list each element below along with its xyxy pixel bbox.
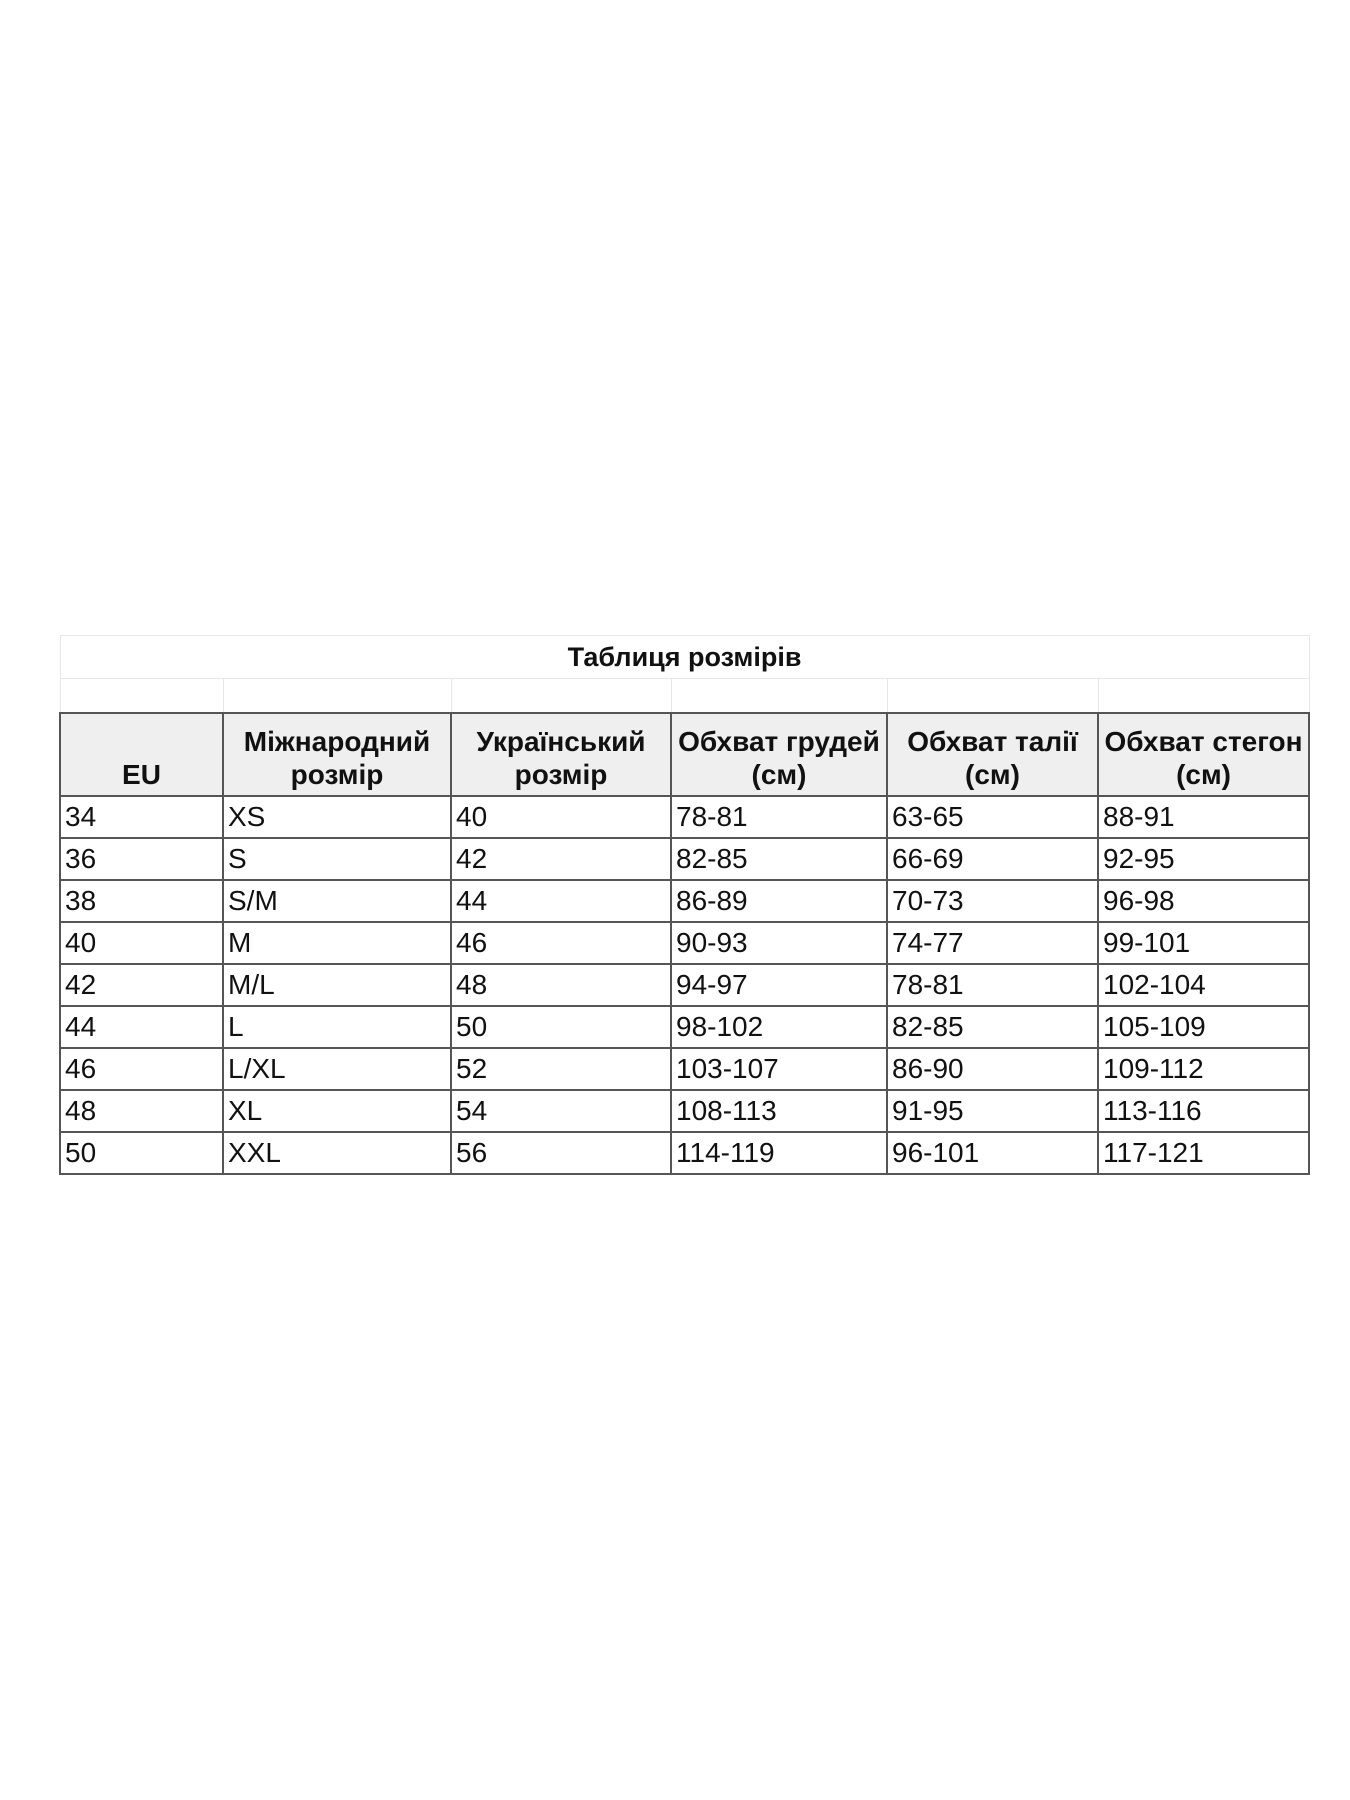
cell-ukrainian: 46 [450, 921, 672, 965]
cell-ukrainian: 44 [450, 879, 672, 923]
cell-ukrainian: 56 [450, 1131, 672, 1175]
cell-ukrainian: 48 [450, 963, 672, 1007]
cell-waist: 74-77 [886, 921, 1099, 965]
header-waist: Обхват талії (см) [886, 712, 1099, 797]
cell-hips: 109-112 [1096, 1047, 1311, 1091]
title-row: Таблиця розмірів [59, 635, 1310, 679]
table-row: 50 XXL 56 114-119 96-101 117-121 [59, 1131, 1311, 1175]
cell-hips: 99-101 [1096, 921, 1311, 965]
cell-hips: 117-121 [1096, 1131, 1311, 1175]
cell-international: S [222, 837, 452, 881]
cell-hips: 88-91 [1096, 795, 1311, 839]
cell-chest: 78-81 [670, 795, 888, 839]
header-international: Міжнародний розмір [222, 712, 452, 797]
cell-international: XXL [222, 1131, 452, 1175]
table-row: 48 XL 54 108-113 91-95 113-116 [59, 1089, 1311, 1133]
cell-international: S/M [222, 879, 452, 923]
table-row: 40 M 46 90-93 74-77 99-101 [59, 921, 1311, 965]
cell-ukrainian: 40 [450, 795, 672, 839]
cell-eu: 42 [59, 963, 224, 1007]
cell-eu: 40 [59, 921, 224, 965]
cell-chest: 98-102 [670, 1005, 888, 1049]
cell-international: L [222, 1005, 452, 1049]
cell-chest: 108-113 [670, 1089, 888, 1133]
table-row: 36 S 42 82-85 66-69 92-95 [59, 837, 1311, 881]
cell-chest: 86-89 [670, 879, 888, 923]
cell-waist: 82-85 [886, 1005, 1099, 1049]
cell-waist: 63-65 [886, 795, 1099, 839]
table-row: 46 L/XL 52 103-107 86-90 109-112 [59, 1047, 1311, 1091]
cell-international: M [222, 921, 452, 965]
cell-eu: 34 [59, 795, 224, 839]
cell-waist: 86-90 [886, 1047, 1099, 1091]
cell-eu: 36 [59, 837, 224, 881]
cell-hips: 92-95 [1096, 837, 1311, 881]
cell-international: XL [222, 1089, 452, 1133]
table-row: 38 S/M 44 86-89 70-73 96-98 [59, 879, 1311, 923]
cell-hips: 113-116 [1096, 1089, 1311, 1133]
table-row: 44 L 50 98-102 82-85 105-109 [59, 1005, 1311, 1049]
cell-waist: 96-101 [886, 1131, 1099, 1175]
table-row: 34 XS 40 78-81 63-65 88-91 [59, 795, 1311, 839]
cell-hips: 102-104 [1096, 963, 1311, 1007]
empty-row [59, 678, 1310, 714]
header-row: EU Міжнародний розмір Український розмір… [59, 712, 1311, 797]
cell-chest: 94-97 [670, 963, 888, 1007]
cell-eu: 38 [59, 879, 224, 923]
cell-ukrainian: 54 [450, 1089, 672, 1133]
cell-eu: 50 [59, 1131, 224, 1175]
table-title: Таблиця розмірів [59, 635, 1310, 679]
cell-international: L/XL [222, 1047, 452, 1091]
cell-chest: 82-85 [670, 837, 888, 881]
cell-eu: 44 [59, 1005, 224, 1049]
cell-waist: 66-69 [886, 837, 1099, 881]
cell-waist: 78-81 [886, 963, 1099, 1007]
header-ukrainian: Український розмір [450, 712, 672, 797]
cell-waist: 91-95 [886, 1089, 1099, 1133]
header-eu: EU [59, 712, 224, 797]
cell-international: M/L [222, 963, 452, 1007]
cell-ukrainian: 50 [450, 1005, 672, 1049]
cell-hips: 96-98 [1096, 879, 1311, 923]
size-table: Таблиця розмірів EU Міжнародний розмір У… [59, 635, 1311, 1175]
cell-chest: 90-93 [670, 921, 888, 965]
cell-ukrainian: 52 [450, 1047, 672, 1091]
header-hips: Обхват стегон (см) [1096, 712, 1311, 797]
cell-chest: 114-119 [670, 1131, 888, 1175]
cell-eu: 48 [59, 1089, 224, 1133]
cell-international: XS [222, 795, 452, 839]
cell-waist: 70-73 [886, 879, 1099, 923]
size-chart: Таблиця розмірів EU Міжнародний розмір У… [59, 635, 1311, 1175]
cell-hips: 105-109 [1096, 1005, 1311, 1049]
header-chest: Обхват грудей (см) [670, 712, 888, 797]
cell-eu: 46 [59, 1047, 224, 1091]
table-row: 42 M/L 48 94-97 78-81 102-104 [59, 963, 1311, 1007]
cell-chest: 103-107 [670, 1047, 888, 1091]
cell-ukrainian: 42 [450, 837, 672, 881]
